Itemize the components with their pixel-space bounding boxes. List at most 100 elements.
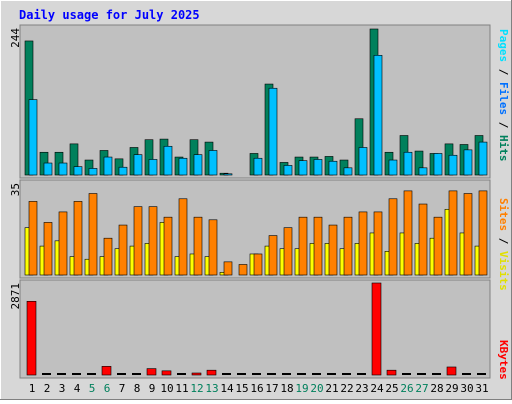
bar-sites-day-17 (268, 235, 278, 276)
x-tick-label-day-19: 19 (295, 382, 308, 395)
y-max-label-visits: 35 (9, 183, 22, 196)
bar-kbytes-day-20 (312, 373, 321, 375)
bar-files-day-12 (193, 154, 203, 176)
bar-files-day-3 (58, 162, 68, 176)
bar-sites-day-19 (298, 216, 308, 276)
legend-sites: Sites (497, 198, 510, 231)
bar-sites-day-2 (43, 222, 53, 276)
legend-visits: Visits (497, 251, 510, 291)
legend-hits-files-pages: Pages / Files / Hits (497, 29, 510, 162)
x-tick-label-day-9: 9 (149, 382, 156, 395)
legend-separator: / (497, 231, 510, 251)
bar-sites-day-21 (328, 224, 338, 276)
bar-files-day-14 (223, 173, 233, 176)
x-tick-label-day-27: 27 (415, 382, 428, 395)
bar-files-day-13 (208, 150, 218, 176)
x-tick-label-day-7: 7 (119, 382, 126, 395)
x-tick-label-day-23: 23 (355, 382, 368, 395)
bar-kbytes-day-17 (267, 373, 276, 375)
x-tick-label-day-21: 21 (325, 382, 338, 395)
bar-kbytes-day-24 (371, 282, 382, 376)
x-tick-label-day-28: 28 (430, 382, 443, 395)
bar-sites-day-24 (373, 211, 383, 276)
bar-sites-day-30 (463, 193, 473, 276)
bar-kbytes-day-9 (146, 368, 157, 376)
bar-files-day-18 (283, 165, 293, 176)
x-tick-label-day-30: 30 (460, 382, 473, 395)
bar-kbytes-day-18 (282, 373, 291, 375)
bar-files-day-25 (388, 159, 398, 176)
x-tick-label-day-10: 10 (160, 382, 173, 395)
bar-sites-day-25 (388, 198, 398, 276)
bar-kbytes-day-8 (132, 373, 141, 375)
bar-kbytes-day-11 (177, 373, 186, 375)
bar-files-day-20 (313, 159, 323, 176)
x-tick-label-day-4: 4 (74, 382, 81, 395)
x-tick-label-day-5: 5 (89, 382, 96, 395)
bar-kbytes-day-30 (462, 373, 471, 375)
bar-files-day-7 (118, 166, 128, 176)
x-tick-label-day-11: 11 (175, 382, 188, 395)
x-tick-label-day-13: 13 (205, 382, 218, 395)
bar-kbytes-day-2 (42, 373, 51, 375)
legend-files: Files (497, 82, 510, 115)
x-tick-label-day-2: 2 (44, 382, 51, 395)
legend-separator: / (497, 115, 510, 135)
bar-sites-day-27 (418, 203, 428, 276)
bar-sites-day-5 (88, 193, 98, 276)
bar-sites-day-12 (193, 216, 203, 276)
bar-sites-day-23 (358, 211, 368, 276)
bar-files-day-23 (358, 147, 368, 176)
bar-sites-day-22 (343, 216, 353, 276)
bar-kbytes-day-23 (357, 373, 366, 375)
x-tick-label-day-17: 17 (265, 382, 278, 395)
bar-files-day-27 (418, 167, 428, 176)
bar-files-day-6 (103, 156, 113, 176)
bar-files-day-16 (253, 157, 263, 176)
bar-sites-day-14 (223, 261, 233, 276)
bar-kbytes-day-4 (72, 373, 81, 375)
bar-kbytes-day-14 (222, 373, 231, 375)
bar-files-day-26 (403, 151, 413, 176)
bar-kbytes-day-21 (327, 373, 336, 375)
bar-kbytes-day-12 (191, 372, 202, 376)
bar-sites-day-18 (283, 227, 293, 276)
legend-pages: Pages (497, 29, 510, 62)
bar-sites-day-15 (238, 264, 248, 276)
bar-files-day-2 (43, 162, 53, 176)
bar-files-day-22 (343, 167, 353, 176)
x-tick-label-day-25: 25 (385, 382, 398, 395)
x-tick-label-day-1: 1 (29, 382, 36, 395)
bar-files-day-21 (328, 160, 338, 176)
bar-kbytes-day-5 (87, 373, 96, 375)
bar-files-day-9 (148, 159, 158, 176)
bar-files-day-10 (163, 145, 173, 176)
bar-kbytes-day-6 (101, 366, 112, 376)
panel-kbytes (19, 279, 491, 379)
bar-sites-day-1 (28, 201, 38, 276)
bar-sites-day-13 (208, 219, 218, 276)
x-tick-label-day-16: 16 (250, 382, 263, 395)
bar-sites-day-26 (403, 190, 413, 276)
bar-files-day-19 (298, 160, 308, 176)
bar-kbytes-day-15 (237, 373, 246, 375)
x-tick-label-day-18: 18 (280, 382, 293, 395)
bar-kbytes-day-19 (297, 373, 306, 375)
legend-separator: / (497, 62, 510, 82)
bar-kbytes-day-13 (206, 369, 217, 376)
bar-sites-day-6 (103, 237, 113, 276)
bar-files-day-8 (133, 154, 143, 176)
bar-sites-day-11 (178, 198, 188, 276)
bar-sites-day-20 (313, 216, 323, 276)
bar-sites-day-3 (58, 211, 68, 276)
bar-kbytes-day-16 (252, 373, 261, 375)
bar-files-day-29 (448, 154, 458, 176)
bar-files-day-28 (433, 153, 443, 176)
x-tick-label-day-24: 24 (370, 382, 384, 395)
bar-kbytes-day-22 (342, 373, 351, 375)
bar-kbytes-day-10 (161, 370, 172, 376)
bar-files-day-17 (268, 87, 278, 176)
bar-kbytes-day-29 (446, 366, 457, 376)
bar-sites-day-29 (448, 190, 458, 276)
